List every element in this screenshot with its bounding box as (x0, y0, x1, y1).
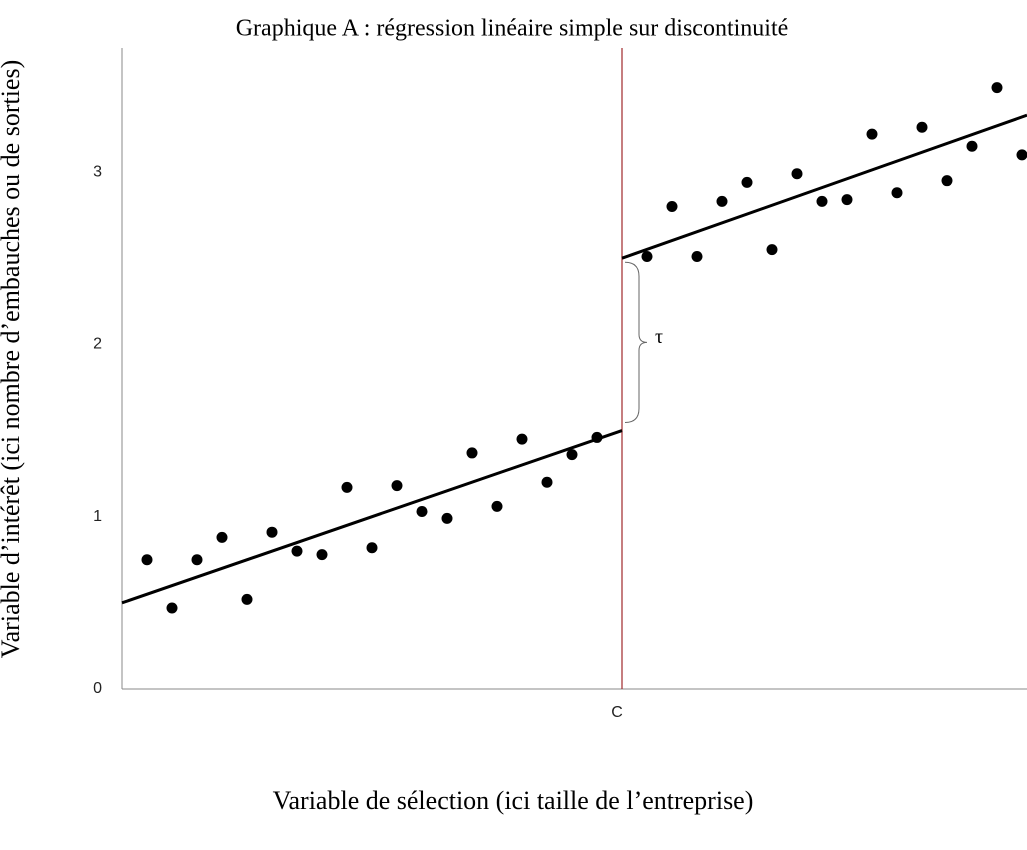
data-point (666, 201, 678, 213)
data-point (316, 549, 328, 561)
data-point (691, 250, 703, 262)
x-tick-label: C (611, 704, 623, 721)
data-point (741, 176, 753, 188)
data-point (716, 195, 728, 207)
data-point (441, 512, 453, 524)
data-point (916, 121, 928, 133)
data-point (416, 506, 428, 518)
data-point (991, 82, 1003, 94)
brace (624, 261, 648, 424)
data-point (891, 187, 903, 199)
data-point (291, 545, 303, 557)
data-point (391, 480, 403, 492)
data-point (541, 476, 553, 488)
data-point (1016, 149, 1027, 161)
data-point (216, 531, 228, 543)
data-point (641, 250, 653, 262)
data-point (491, 500, 503, 512)
data-point (816, 195, 828, 207)
data-point (266, 526, 278, 538)
regression-line (121, 429, 623, 605)
y-tick-label: 3 (93, 163, 102, 180)
data-point (516, 433, 528, 445)
data-point (766, 244, 778, 256)
data-point (466, 447, 478, 459)
data-point (341, 481, 353, 493)
data-point (791, 168, 803, 180)
y-tick-label: 1 (93, 508, 102, 525)
data-point (941, 175, 953, 187)
data-point (866, 128, 878, 140)
x-axis-label: Variable de sélection (ici taille de l’e… (273, 786, 754, 815)
data-point (166, 602, 178, 614)
annotation: τ (655, 326, 663, 348)
y-axis-label: Variable d’intérêt (ici nombre d’embauch… (0, 59, 25, 659)
data-point (241, 593, 253, 605)
chart-title: Graphique A : régression linéaire simple… (236, 16, 789, 42)
data-point (566, 449, 578, 461)
data-point (841, 194, 853, 206)
y-tick-label: 0 (93, 680, 102, 697)
data-point (141, 554, 153, 566)
data-point (366, 542, 378, 554)
y-tick-label: 2 (93, 336, 102, 353)
data-point (191, 554, 203, 566)
regression-line (621, 113, 1027, 260)
data-point (966, 140, 978, 152)
